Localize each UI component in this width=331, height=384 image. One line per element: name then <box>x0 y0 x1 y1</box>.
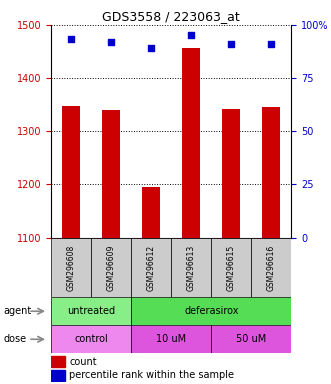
Bar <box>142 187 160 238</box>
Bar <box>211 325 291 353</box>
Bar <box>171 238 211 297</box>
Text: percentile rank within the sample: percentile rank within the sample <box>69 370 234 380</box>
Point <box>229 41 234 47</box>
Bar <box>222 109 240 238</box>
Point <box>149 45 154 51</box>
Bar <box>51 370 65 381</box>
Point <box>109 38 114 45</box>
Bar <box>51 325 131 353</box>
Point <box>189 32 194 38</box>
Bar <box>51 297 131 325</box>
Text: 50 uM: 50 uM <box>236 334 266 344</box>
Text: control: control <box>74 334 108 344</box>
Text: dose: dose <box>3 334 26 344</box>
Point <box>269 41 274 47</box>
Text: GSM296613: GSM296613 <box>187 244 196 291</box>
Bar <box>131 325 211 353</box>
Bar <box>251 238 291 297</box>
Bar <box>211 238 251 297</box>
Text: deferasirox: deferasirox <box>184 306 239 316</box>
Title: GDS3558 / 223063_at: GDS3558 / 223063_at <box>102 10 240 23</box>
Text: GSM296609: GSM296609 <box>107 244 116 291</box>
Bar <box>182 48 200 238</box>
Text: GSM296608: GSM296608 <box>67 244 76 291</box>
Bar <box>51 356 65 367</box>
Bar <box>91 238 131 297</box>
Bar <box>131 297 291 325</box>
Text: GSM296615: GSM296615 <box>227 244 236 291</box>
Text: count: count <box>69 357 97 367</box>
Text: 10 uM: 10 uM <box>156 334 186 344</box>
Bar <box>51 238 91 297</box>
Bar <box>262 107 280 238</box>
Bar <box>62 106 80 238</box>
Text: untreated: untreated <box>67 306 116 316</box>
Text: agent: agent <box>3 306 31 316</box>
Text: GSM296616: GSM296616 <box>267 244 276 291</box>
Bar <box>102 110 120 238</box>
Point <box>69 36 74 43</box>
Bar <box>131 238 171 297</box>
Text: GSM296612: GSM296612 <box>147 244 156 291</box>
